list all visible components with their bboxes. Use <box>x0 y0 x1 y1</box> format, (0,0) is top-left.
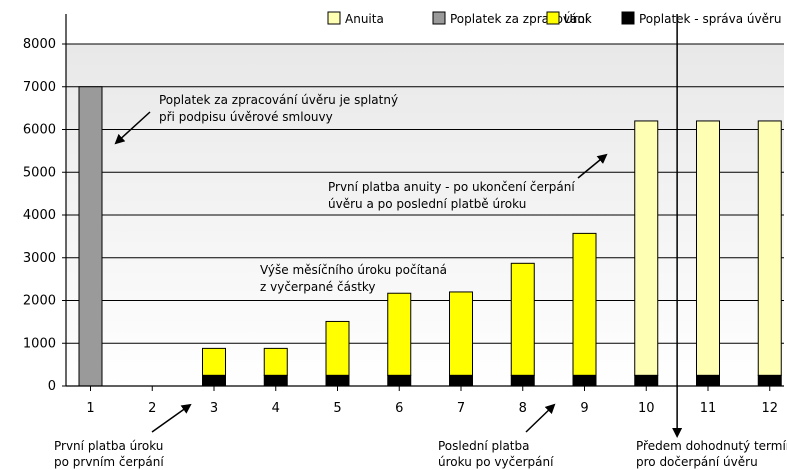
legend-swatch <box>327 11 341 25</box>
annotation-line: Poplatek za zpracování úvěru je splatný <box>159 93 398 107</box>
bar-segment <box>634 120 659 376</box>
annotation-fee: Poplatek za zpracování úvěru je splatný p… <box>159 93 398 124</box>
x-tick-labels: 1 2 3 4 5 6 7 8 9 10 11 12 <box>86 386 778 416</box>
annotation-arrow-last-interest <box>525 403 556 433</box>
annotation-arrow-annuity <box>577 153 608 179</box>
bar-segment <box>572 374 597 387</box>
axes <box>65 14 784 438</box>
annotation-line: Poslední platba <box>438 439 529 453</box>
annotation-line: pro dočerpání úvěru <box>636 455 758 469</box>
annotation-line: úroku po vyčerpání <box>438 455 554 469</box>
y-tick-labels: 0 1000 2000 3000 4000 5000 6000 7000 8000 <box>23 37 66 394</box>
y-tick-label: 0 <box>48 379 56 394</box>
annotations: Poplatek za zpracování úvěru je splatný p… <box>54 93 787 469</box>
annotation-line: při podpisu úvěrové smlouvy <box>159 110 333 124</box>
bar-segment <box>510 262 535 376</box>
annotation-line: z vyčerpané částky <box>260 280 376 294</box>
x-tick-label: 4 <box>272 401 280 416</box>
bar-segment <box>510 374 535 387</box>
bar-segment <box>78 86 103 387</box>
bar-segment <box>449 291 473 376</box>
bar-segment <box>387 292 412 376</box>
x-tick-label: 8 <box>519 401 527 416</box>
x-tick-label: 10 <box>638 401 655 416</box>
annotation-arrows <box>114 111 608 433</box>
annotation-arrow-fee <box>114 111 151 145</box>
x-tick-label: 12 <box>761 401 778 416</box>
grid-lines <box>66 43 784 344</box>
legend-swatch <box>432 11 446 25</box>
annotation-last-interest: Poslední platba úroku po vyčerpání <box>438 439 554 469</box>
annotation-line: První platba anuity - po ukončení čerpán… <box>328 180 575 194</box>
legend-label: Poplatek - správa úvěru <box>639 12 782 26</box>
y-tick-label: 2000 <box>23 294 56 309</box>
y-tick-label: 6000 <box>23 123 56 138</box>
bar-segment <box>696 374 720 387</box>
bar-segment <box>325 374 350 387</box>
legend-swatch <box>546 11 560 25</box>
x-tick-label: 11 <box>700 401 717 416</box>
legend-swatch <box>621 11 635 25</box>
bar-segment <box>387 374 412 387</box>
bar-segment <box>263 374 288 387</box>
x-tick-label: 5 <box>333 401 341 416</box>
bar-segment <box>202 347 226 376</box>
bar-segment <box>263 347 288 376</box>
x-tick-label: 7 <box>457 401 465 416</box>
x-tick-label: 2 <box>148 401 156 416</box>
bar-segment <box>757 120 782 376</box>
annotation-line: První platba úroku <box>54 439 163 453</box>
y-tick-label: 5000 <box>23 165 56 180</box>
y-tick-label: 4000 <box>23 208 56 223</box>
annotation-deadline: Předem dohodnutý termín pro dočerpání úvě… <box>636 439 787 469</box>
y-tick-label: 1000 <box>23 336 56 351</box>
legend-label: Úrok <box>564 11 592 26</box>
bars <box>78 86 782 387</box>
bar-segment <box>572 232 597 376</box>
annotation-arrow-first-interest <box>151 403 192 433</box>
bar-segment <box>449 374 473 387</box>
y-tick-label: 3000 <box>23 251 56 266</box>
x-tick-label: 3 <box>210 401 218 416</box>
x-tick-label: 6 <box>395 401 403 416</box>
x-tick-label: 9 <box>580 401 588 416</box>
annotation-line: Předem dohodnutý termín <box>636 439 787 453</box>
annotation-line: po prvním čerpání <box>54 455 164 469</box>
y-tick-label: 7000 <box>23 80 56 95</box>
y-tick-label: 8000 <box>23 37 56 52</box>
legend-label: Anuita <box>345 12 384 26</box>
x-tick-label: 1 <box>86 401 94 416</box>
annotation-line: Výše měsíčního úroku počítaná <box>260 263 447 277</box>
annotation-line: úvěru a po poslední platbě úroku <box>328 197 526 211</box>
bar-segment <box>757 374 782 387</box>
bar-segment <box>696 120 720 376</box>
annotation-first-interest: První platba úroku po prvním čerpání <box>54 439 164 469</box>
bar-segment <box>634 374 659 387</box>
bar-segment <box>325 320 350 376</box>
annotation-annuity: První platba anuity - po ukončení čerpán… <box>328 180 575 211</box>
annotation-interest: Výše měsíčního úroku počítaná z vyčerpané… <box>260 263 447 294</box>
bar-segment <box>202 374 226 387</box>
